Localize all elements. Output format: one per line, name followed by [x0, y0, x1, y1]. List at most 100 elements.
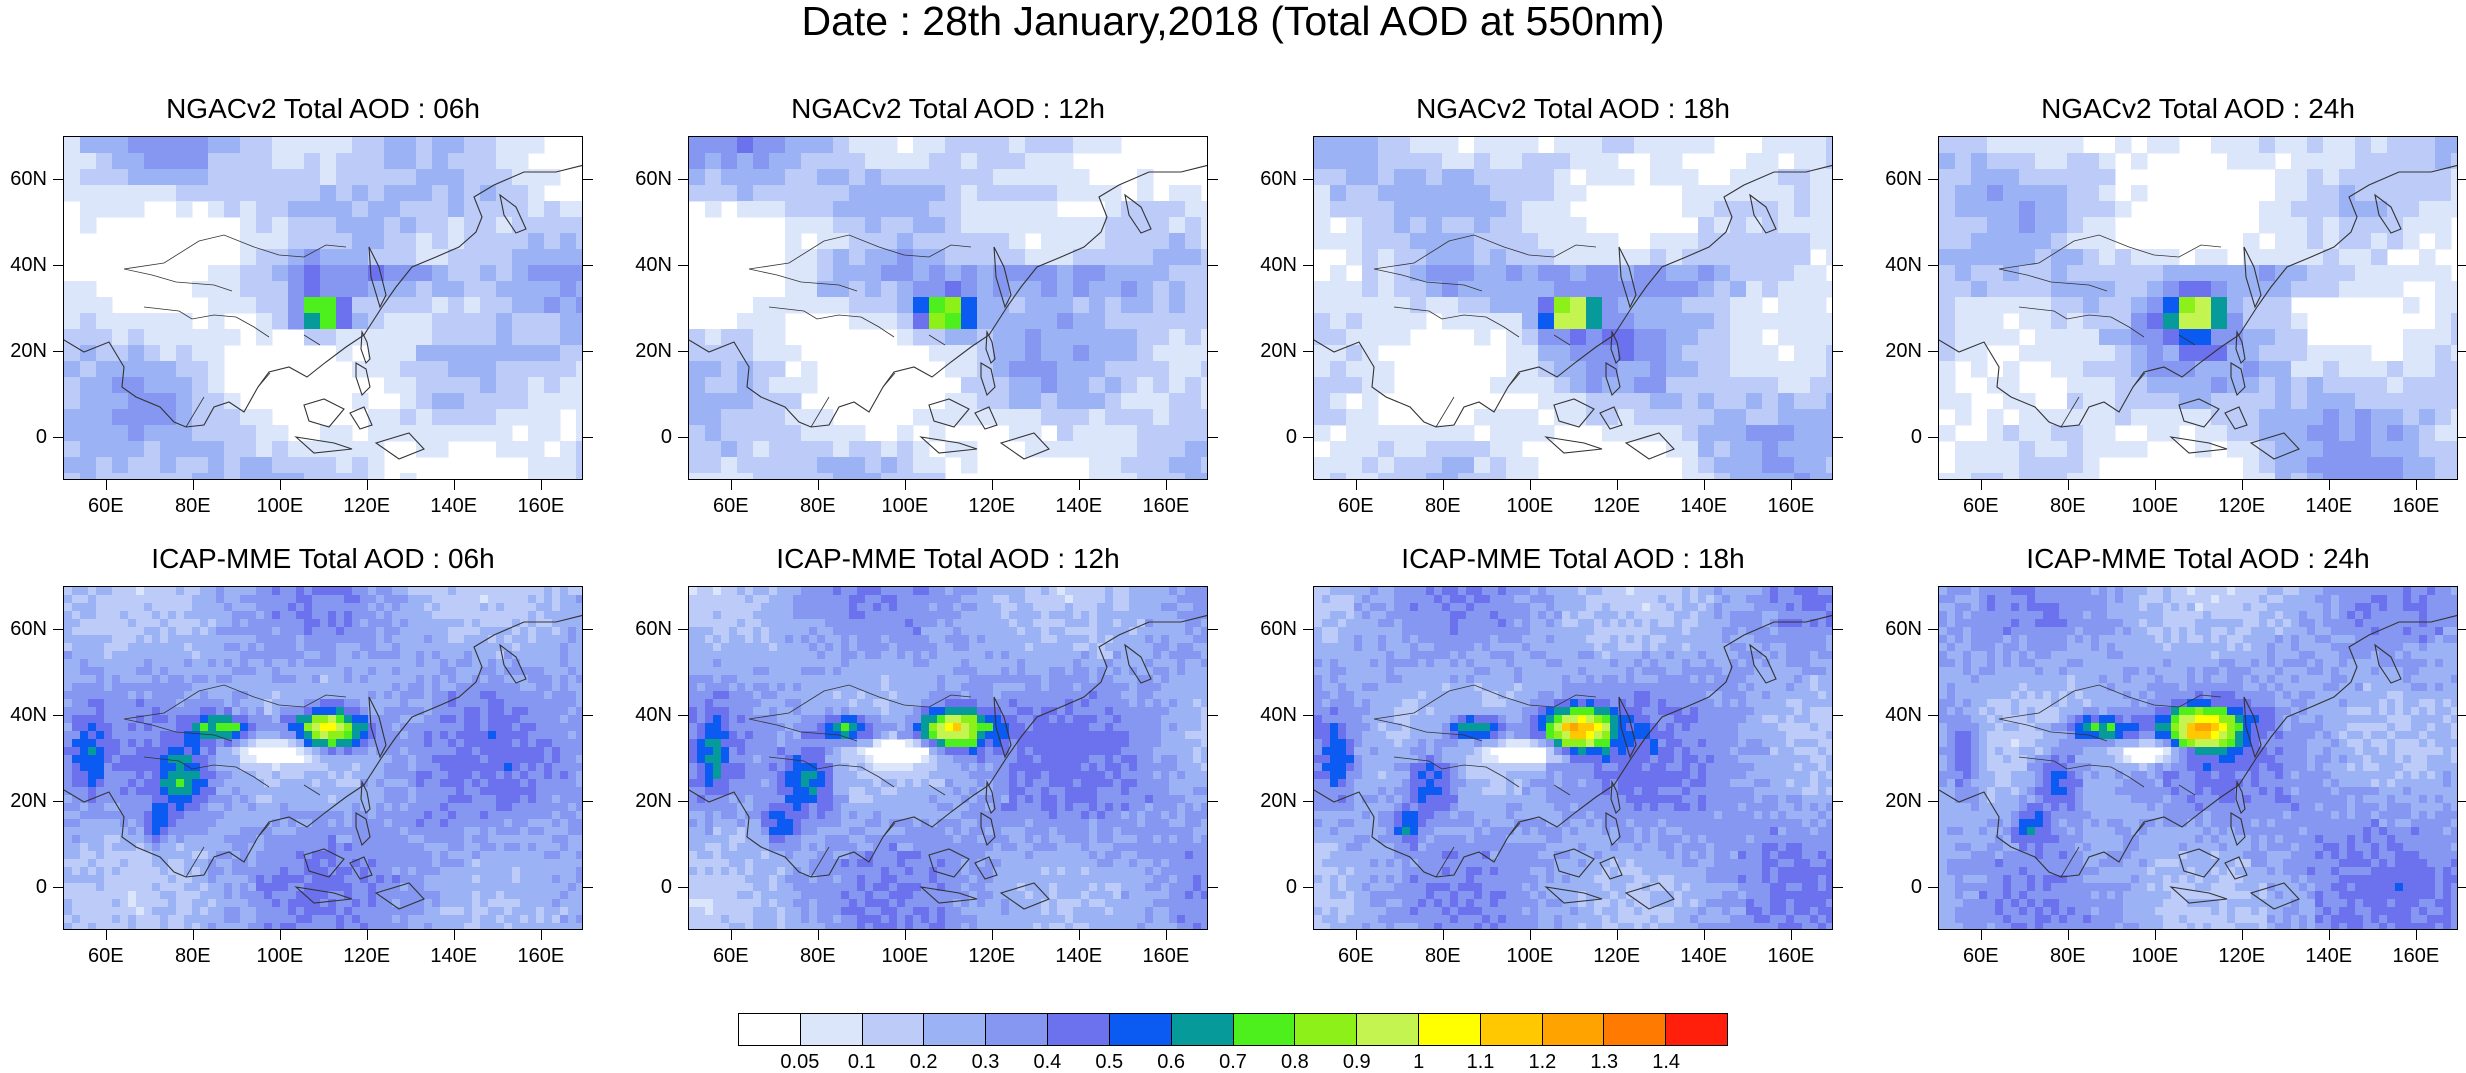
panel-title: ICAP-MME Total AOD : 12h: [688, 543, 1208, 575]
lon-tick: [106, 480, 108, 490]
lon-tick: [1079, 930, 1081, 940]
lon-label: 80E: [163, 946, 223, 966]
lon-tick: [1981, 930, 1983, 940]
lat-tick: [1928, 887, 1938, 889]
lat-tick: [678, 265, 688, 267]
lat-tick: [2458, 887, 2466, 889]
lon-label: 160E: [2386, 496, 2446, 516]
colorbar-tick-label: 1.1: [1451, 1052, 1511, 1072]
lon-tick: [818, 480, 820, 490]
colorbar-swatch: [1357, 1014, 1419, 1045]
lat-tick: [1928, 265, 1938, 267]
lat-tick: [1833, 801, 1843, 803]
lon-label: 100E: [1500, 946, 1560, 966]
colorbar-swatch: [863, 1014, 925, 1045]
lon-label: 140E: [424, 946, 484, 966]
lat-label: 60N: [612, 619, 672, 639]
lon-label: 160E: [1136, 946, 1196, 966]
aod-field: [1939, 587, 2458, 930]
lon-label: 80E: [2038, 946, 2098, 966]
colorbar-tick-label: 0.05: [770, 1052, 830, 1072]
lat-tick: [53, 629, 63, 631]
lat-tick: [2458, 437, 2466, 439]
lat-label: 60N: [0, 619, 47, 639]
lat-tick: [1303, 437, 1313, 439]
lon-label: 100E: [2125, 946, 2185, 966]
lon-label: 60E: [1326, 946, 1386, 966]
colorbar-tick-label: 0.8: [1265, 1052, 1325, 1072]
lon-tick: [1530, 480, 1532, 490]
lat-tick: [1303, 179, 1313, 181]
panel-title: ICAP-MME Total AOD : 24h: [1938, 543, 2458, 575]
colorbar-swatch: [1481, 1014, 1543, 1045]
lon-label: 80E: [1413, 496, 1473, 516]
lat-label: 0: [612, 877, 672, 897]
panel-title: ICAP-MME Total AOD : 18h: [1313, 543, 1833, 575]
lon-tick: [1166, 930, 1168, 940]
lon-label: 160E: [511, 946, 571, 966]
lon-label: 100E: [2125, 496, 2185, 516]
lon-label: 120E: [1587, 496, 1647, 516]
lon-label: 160E: [1136, 496, 1196, 516]
colorbar-swatch: [1295, 1014, 1357, 1045]
lat-tick: [583, 887, 593, 889]
lat-tick: [2458, 179, 2466, 181]
lat-tick: [583, 351, 593, 353]
figure-title: Date : 28th January,2018 (Total AOD at 5…: [0, 0, 2466, 44]
lat-label: 0: [0, 427, 47, 447]
lon-tick: [367, 930, 369, 940]
colorbar-tick-label: 0.5: [1079, 1052, 1139, 1072]
lat-tick: [583, 629, 593, 631]
lon-label: 100E: [250, 946, 310, 966]
lon-tick: [1981, 480, 1983, 490]
lon-label: 100E: [250, 496, 310, 516]
lon-tick: [2155, 930, 2157, 940]
lat-tick: [583, 801, 593, 803]
aod-field: [1314, 137, 1833, 480]
lat-tick: [53, 715, 63, 717]
icap-mme-aod-map: [688, 586, 1208, 930]
lon-tick: [2329, 480, 2331, 490]
colorbar-tick-label: 1.2: [1512, 1052, 1572, 1072]
lat-tick: [1303, 265, 1313, 267]
lat-label: 60N: [1862, 169, 1922, 189]
lon-label: 140E: [2299, 496, 2359, 516]
colorbar-swatch: [924, 1014, 986, 1045]
lon-label: 120E: [962, 496, 1022, 516]
lon-label: 60E: [1951, 946, 2011, 966]
lat-tick: [1928, 179, 1938, 181]
lon-tick: [1704, 930, 1706, 940]
lat-label: 40N: [1862, 255, 1922, 275]
lat-tick: [678, 801, 688, 803]
lat-tick: [1303, 715, 1313, 717]
lat-tick: [583, 715, 593, 717]
lat-tick: [1833, 265, 1843, 267]
lon-tick: [1356, 930, 1358, 940]
lon-label: 80E: [788, 946, 848, 966]
panel-title: NGACv2 Total AOD : 18h: [1313, 93, 1833, 125]
lat-tick: [1833, 887, 1843, 889]
ngacv2-aod-map: [688, 136, 1208, 480]
lat-label: 40N: [1237, 705, 1297, 725]
lat-label: 20N: [612, 341, 672, 361]
aod-field: [64, 137, 583, 480]
lon-tick: [2155, 480, 2157, 490]
colorbar-tick-label: 1.4: [1636, 1052, 1696, 1072]
lat-label: 20N: [0, 341, 47, 361]
lat-tick: [678, 629, 688, 631]
lat-tick: [1303, 629, 1313, 631]
aod-field: [1939, 137, 2458, 480]
lon-tick: [1443, 930, 1445, 940]
lon-label: 120E: [1587, 946, 1647, 966]
lon-tick: [1617, 480, 1619, 490]
panel-title: NGACv2 Total AOD : 24h: [1938, 93, 2458, 125]
colorbar-tick-label: 0.3: [956, 1052, 1016, 1072]
lat-label: 20N: [612, 791, 672, 811]
lon-tick: [818, 930, 820, 940]
lat-label: 40N: [1237, 255, 1297, 275]
lat-tick: [1208, 179, 1218, 181]
lon-tick: [454, 930, 456, 940]
colorbar-swatch: [1419, 1014, 1481, 1045]
lon-tick: [541, 930, 543, 940]
lat-tick: [53, 351, 63, 353]
